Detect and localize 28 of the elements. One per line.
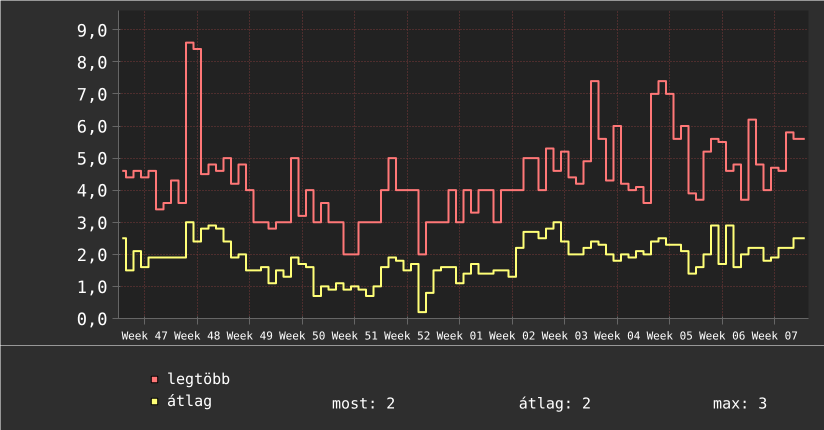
y-tick-label: 4,0 [76, 182, 108, 202]
text: átlag: 2 [518, 394, 592, 412]
x-tick-label: Week 03 [542, 330, 588, 342]
y-tick-label: 9,0 [76, 21, 108, 42]
legend-label: legtöbb [167, 370, 230, 388]
x-tick-label: Week 50 [279, 330, 326, 342]
y-tick-label: 2,0 [76, 246, 108, 266]
y-tick-label: 3,0 [76, 214, 108, 234]
y-tick-label: 6,0 [76, 118, 108, 138]
y-tick-label: 0,0 [76, 310, 108, 330]
y-tick-label: 8,0 [76, 53, 108, 74]
x-tick-label: Week 04 [594, 330, 641, 342]
y-tick-label: 7,0 [76, 85, 108, 106]
y-tick-label: 1,0 [76, 278, 108, 298]
x-tick-label: Week 01 [436, 330, 483, 342]
x-tick-label: Week 07 [752, 330, 798, 342]
text: most: 2 [332, 394, 396, 412]
x-tick-label: Week 47 [122, 330, 168, 342]
text: max: 3 [713, 394, 768, 412]
x-tick-label: Week 48 [174, 330, 220, 342]
y-tick-label: 5,0 [76, 150, 108, 170]
x-tick-label: Week 02 [489, 330, 536, 342]
legend-label: átlag [167, 392, 212, 410]
x-tick-label: Week 49 [226, 330, 273, 342]
x-tick-label: Week 05 [646, 330, 693, 342]
x-tick-label: Week 51 [332, 330, 378, 342]
x-tick-label: Week 52 [384, 330, 430, 342]
x-tick-label: Week 06 [699, 330, 746, 342]
